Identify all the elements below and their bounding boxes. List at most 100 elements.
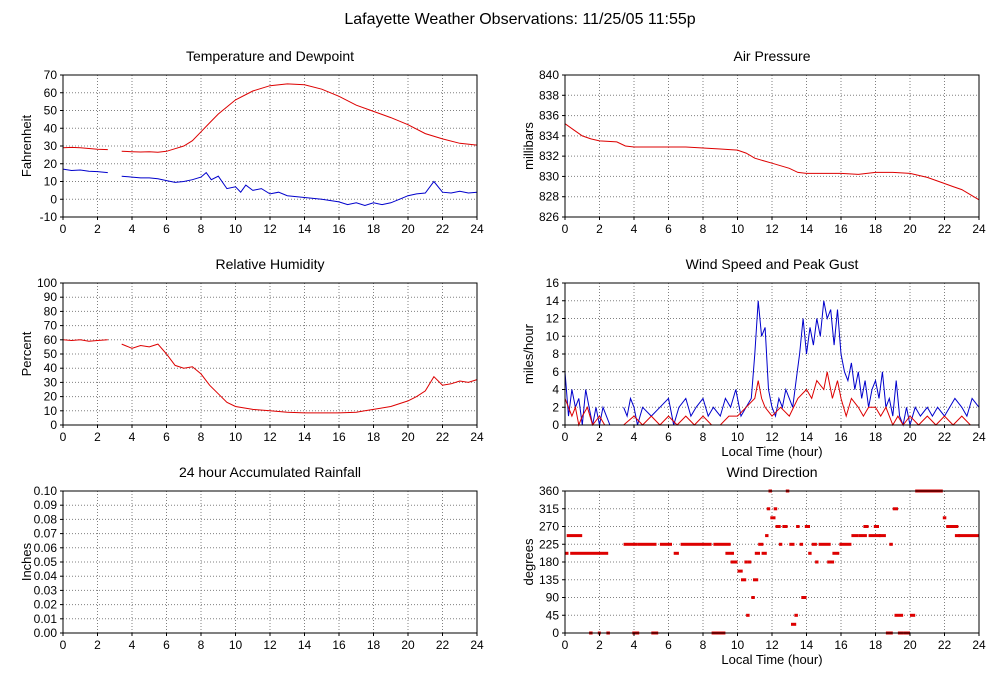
- winddir-point: [778, 542, 783, 546]
- rain-y-tick-label: 0.07: [34, 527, 58, 541]
- humidity-y-tick-label: 20: [44, 390, 58, 404]
- winddir-point: [730, 560, 738, 564]
- winddir-point: [761, 551, 767, 555]
- temp-x-tick-label: 14: [298, 222, 312, 236]
- winddir-point: [673, 551, 679, 555]
- temp-x-tick-label: 18: [367, 222, 381, 236]
- temp-x-tick-label: 2: [94, 222, 101, 236]
- rain-x-tick-label: 2: [94, 638, 101, 652]
- winddir-point: [946, 525, 959, 528]
- winddir-x-tick-label: 22: [938, 638, 952, 652]
- temp-y-tick-label: 50: [44, 104, 58, 118]
- winddir-x-tick-label: 6: [665, 638, 672, 652]
- winddir-point: [804, 525, 810, 528]
- humidity-y-tick-label: 100: [37, 276, 57, 290]
- winddir-point: [737, 569, 743, 573]
- wind-x-tick-label: 6: [665, 430, 672, 444]
- wind-y-tick-label: 10: [546, 329, 560, 343]
- temp-x-tick-label: 22: [436, 222, 450, 236]
- temp-series-0-line: [62, 146, 108, 151]
- winddir-point: [747, 560, 752, 564]
- wind-chart-title: Wind Speed and Peak Gust: [686, 256, 859, 272]
- humidity-x-tick-label: 18: [367, 430, 381, 444]
- winddir-y-axis-label: degrees: [521, 538, 536, 585]
- humidity-x-tick-label: 4: [129, 430, 136, 444]
- pressure-y-tick-label: 832: [539, 149, 559, 163]
- humidity-x-tick-label: 0: [60, 430, 67, 444]
- rain-y-tick-label: 0.05: [34, 555, 58, 569]
- winddir-point: [811, 542, 817, 546]
- wind-x-axis-label: Local Time (hour): [721, 444, 822, 459]
- temp-y-tick-label: 70: [44, 68, 58, 82]
- winddir-point: [868, 534, 881, 538]
- temp-y-tick-label: 40: [44, 121, 58, 135]
- rain-x-tick-label: 6: [163, 638, 170, 652]
- wind-series-1-line: [623, 371, 979, 427]
- temp-x-tick-label: 4: [129, 222, 136, 236]
- winddir-x-tick-label: 24: [972, 638, 986, 652]
- winddir-point: [775, 525, 781, 528]
- winddir-point: [839, 542, 852, 546]
- temp-chart-title: Temperature and Dewpoint: [186, 48, 354, 64]
- wind-y-tick-label: 2: [552, 400, 559, 414]
- humidity-y-tick-label: 70: [44, 319, 58, 333]
- wind-series-0-line: [564, 371, 611, 426]
- pressure-x-tick-label: 12: [765, 222, 779, 236]
- rain-x-tick-label: 18: [367, 638, 381, 652]
- winddir-x-tick-label: 18: [869, 638, 883, 652]
- winddir-point: [565, 551, 569, 555]
- wind-x-tick-label: 12: [765, 430, 779, 444]
- wind-x-tick-label: 16: [834, 430, 848, 444]
- winddir-y-tick-label: 90: [546, 591, 560, 605]
- winddir-point: [782, 525, 788, 528]
- wind-y-tick-label: 12: [546, 312, 560, 326]
- rain-chart-title: 24 hour Accumulated Rainfall: [179, 464, 361, 480]
- winddir-x-tick-label: 4: [631, 638, 638, 652]
- temp-y-tick-label: 0: [50, 192, 57, 206]
- temp-series-1-line: [62, 168, 108, 174]
- rain-y-tick-label: 0.08: [34, 512, 58, 526]
- rain-y-tick-label: 0.01: [34, 612, 58, 626]
- winddir-point: [765, 534, 769, 538]
- winddir-y-tick-label: 180: [539, 555, 559, 569]
- wind-x-tick-label: 10: [731, 430, 745, 444]
- winddir-point: [858, 534, 867, 538]
- wind-x-tick-label: 4: [631, 430, 638, 444]
- humidity-x-tick-label: 10: [229, 430, 243, 444]
- humidity-x-tick-label: 22: [436, 430, 450, 444]
- pressure-y-tick-label: 840: [539, 68, 559, 82]
- rain-x-tick-label: 20: [401, 638, 415, 652]
- temp-series-1-line: [121, 171, 478, 207]
- humidity-y-tick-label: 90: [44, 290, 58, 304]
- humidity-series-0-line: [121, 343, 478, 414]
- rain-y-tick-label: 0.09: [34, 498, 58, 512]
- winddir-point: [744, 560, 748, 564]
- wind-x-tick-label: 14: [800, 430, 814, 444]
- temp-x-tick-label: 10: [229, 222, 243, 236]
- pressure-x-tick-label: 4: [631, 222, 638, 236]
- winddir-point: [570, 551, 609, 555]
- humidity-x-tick-label: 6: [163, 430, 170, 444]
- temp-y-tick-label: 30: [44, 139, 58, 153]
- winddir-point: [725, 551, 734, 555]
- rain-x-tick-label: 22: [436, 638, 450, 652]
- winddir-point: [818, 542, 831, 546]
- winddir-y-tick-label: 270: [539, 520, 559, 534]
- rain-x-tick-label: 24: [470, 638, 484, 652]
- winddir-point: [801, 596, 807, 599]
- wind-y-tick-label: 14: [546, 294, 560, 308]
- wind-y-tick-label: 8: [552, 347, 559, 361]
- humidity-y-tick-label: 60: [44, 333, 58, 347]
- winddir-x-axis-label: Local Time (hour): [721, 652, 822, 667]
- wind-y-tick-label: 6: [552, 365, 559, 379]
- winddir-chart-title: Wind Direction: [726, 464, 817, 480]
- winddir-point: [832, 551, 840, 555]
- winddir-point: [770, 516, 776, 520]
- temp-x-tick-label: 16: [332, 222, 346, 236]
- temp-y-tick-label: 10: [44, 175, 58, 189]
- wind-series-1-line: [564, 398, 610, 427]
- winddir-point: [791, 622, 797, 626]
- humidity-x-tick-label: 12: [263, 430, 277, 444]
